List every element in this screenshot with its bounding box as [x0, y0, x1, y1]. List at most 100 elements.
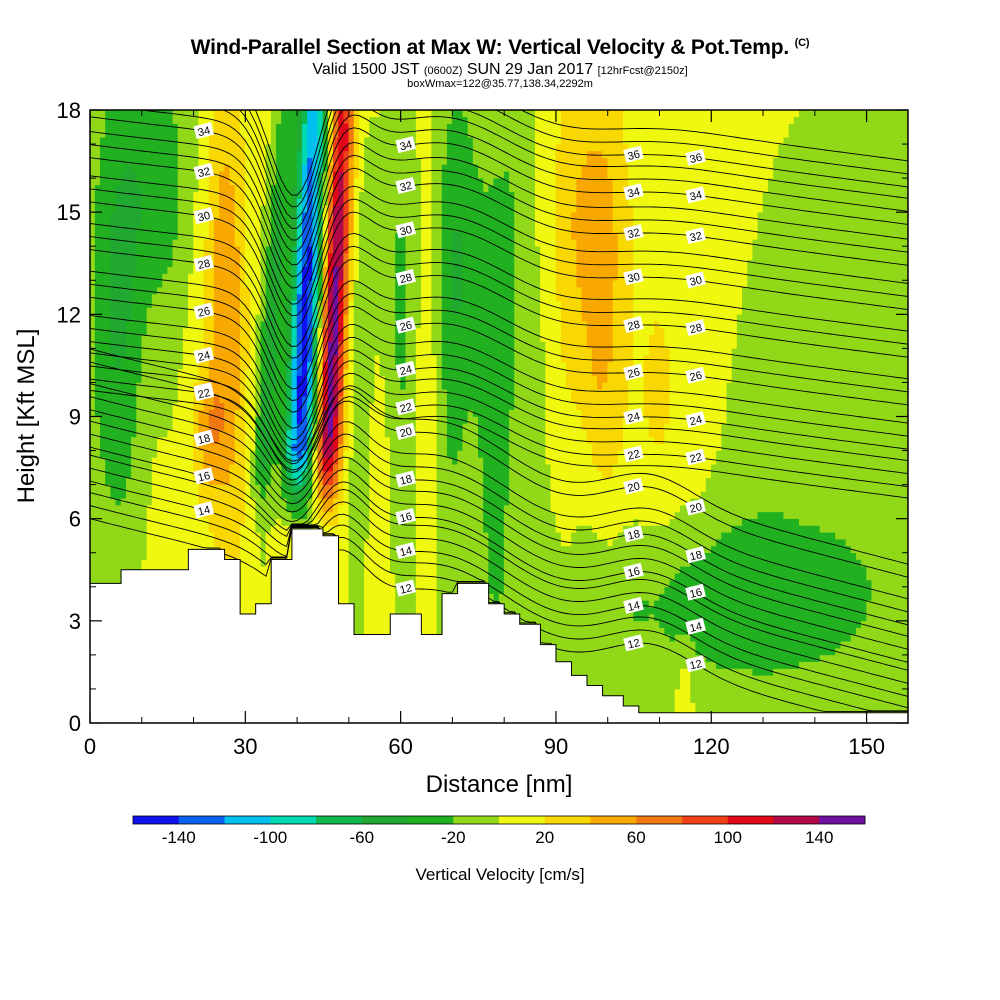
theta-label-text: 26 [399, 319, 414, 334]
theta-label-box [685, 655, 706, 673]
theta-contour-line [90, 188, 908, 317]
theta-contour-label: 18 [395, 470, 416, 488]
colorbar-swatch [773, 816, 820, 824]
theta-label-text: 22 [399, 401, 414, 416]
theta-label-text: 18 [399, 473, 414, 488]
theta-label-box [623, 562, 644, 580]
theta-contour-line [254, 110, 908, 196]
theta-label-text: 14 [626, 600, 641, 615]
theta-label-box [623, 183, 644, 201]
theta-label-text: 32 [689, 230, 704, 245]
theta-label-box [623, 445, 644, 463]
theta-label-text: 36 [689, 152, 704, 167]
theta-contour-label: 16 [623, 562, 644, 580]
theta-contour-line [90, 131, 908, 266]
theta-label-box [193, 384, 215, 402]
theta-label-text: 18 [197, 432, 212, 447]
theta-label-text: 26 [689, 369, 704, 384]
theta-label-text: 16 [399, 511, 414, 526]
theta-label-box [685, 448, 706, 466]
x-tick-label: 0 [84, 734, 96, 759]
theta-contour-line [90, 389, 908, 499]
theta-contour-label: 32 [193, 162, 215, 180]
box-wmax-line: boxWmax=122@35.77,138.34,2292m [407, 78, 593, 90]
theta-label-box [193, 254, 215, 272]
theta-label-text: 22 [197, 387, 212, 402]
theta-label-box [193, 302, 215, 320]
theta-contour-line [90, 480, 908, 697]
theta-contour-line [90, 361, 908, 578]
theta-label-text: 18 [626, 528, 641, 543]
theta-contour-label: 24 [685, 411, 706, 429]
theta-label-text: 14 [689, 620, 704, 635]
colorbar-swatch [361, 816, 408, 824]
theta-contour-label: 32 [395, 177, 416, 194]
theta-contour-label: 14 [193, 501, 215, 519]
theta-label-box [395, 136, 416, 154]
theta-contour-label: 16 [395, 508, 416, 526]
theta-contour-label: 12 [685, 655, 706, 673]
theta-label-text: 16 [197, 470, 212, 485]
colorbar-swatch [590, 816, 637, 824]
theta-label-text: 34 [626, 186, 641, 201]
colorbar-swatch [316, 816, 363, 824]
colorbar-swatch [544, 816, 591, 824]
theta-label-box [685, 366, 706, 384]
theta-contour-line [90, 409, 908, 626]
theta-label-text: 16 [626, 565, 641, 580]
theta-contour-label: 14 [623, 596, 644, 615]
theta-contour-label: 32 [623, 224, 644, 242]
colorbar-tick-label: -60 [349, 828, 374, 847]
theta-contour-line [90, 505, 908, 712]
theta-contour-line [90, 467, 908, 684]
y-tick-label: 12 [57, 302, 81, 327]
colorbar: -140 -100 -60 -20 20 60 100 140 [132, 815, 866, 847]
theta-contour-line [90, 283, 908, 401]
theta-contour-line [90, 249, 908, 371]
theta-label-box [395, 470, 416, 488]
theta-label-box [395, 177, 416, 194]
theta-label-box [623, 407, 644, 425]
theta-label-box [395, 542, 416, 560]
theta-label-box [395, 398, 416, 416]
theta-contour-label: 24 [395, 360, 416, 378]
theta-contour-label: 36 [685, 148, 706, 167]
theta-label-box [685, 411, 706, 429]
theta-label-text: 30 [689, 274, 704, 289]
theta-label-text: 20 [399, 426, 414, 441]
theta-contour-label: 18 [685, 546, 706, 563]
theta-label-box [685, 148, 706, 166]
theta-contour-line [90, 157, 908, 289]
theta-contour-line [90, 446, 908, 663]
theta-label-box [193, 122, 215, 140]
theta-label-box [623, 224, 644, 242]
colorbar-swatch [407, 816, 454, 824]
theta-contour-label: 22 [685, 448, 706, 466]
colorbar-tick-label: -20 [441, 828, 466, 847]
valid-time-line: Valid 1500 JST (0600Z) SUN 29 Jan 2017 [… [312, 61, 688, 78]
colorbar-swatch [636, 816, 683, 824]
theta-label-box [685, 617, 706, 635]
theta-contour-label: 18 [193, 429, 215, 447]
colorbar-tick-label: 140 [805, 828, 833, 847]
colorbar-tick-label: -140 [162, 828, 196, 847]
theta-label-text: 30 [197, 210, 212, 225]
theta-label-box [685, 186, 706, 204]
theta-label-text: 24 [689, 414, 704, 429]
theta-contour-label: 28 [395, 268, 416, 286]
terrain [89, 528, 909, 724]
terrain-profile [89, 528, 909, 724]
theta-label-box [685, 319, 706, 337]
theta-contour-label: 14 [395, 542, 416, 560]
theta-contour-line [90, 314, 908, 429]
theta-contour-line [90, 270, 908, 390]
theta-contour-label: 28 [193, 254, 215, 272]
theta-contour-line [90, 383, 908, 600]
theta-label-box [395, 360, 416, 378]
x-tick-label: 150 [848, 734, 885, 759]
theta-label-box [623, 268, 644, 286]
theta-label-text: 22 [626, 448, 641, 463]
theta-contour-label: 24 [193, 346, 215, 364]
theta-contour-label: 30 [193, 207, 215, 225]
x-tick-label: 60 [388, 734, 412, 759]
